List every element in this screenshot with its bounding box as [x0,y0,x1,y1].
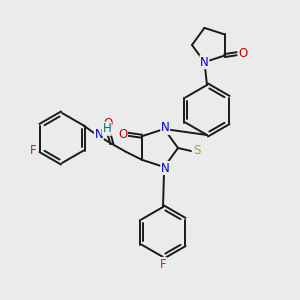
Text: F: F [160,257,166,271]
Text: N: N [161,122,170,134]
Text: S: S [193,145,201,158]
Text: O: O [118,128,128,141]
Text: H: H [102,122,111,135]
Text: F: F [30,144,37,157]
Text: N: N [161,161,170,175]
Text: O: O [238,47,247,60]
Text: O: O [103,117,112,130]
Text: N: N [94,128,103,141]
Text: N: N [200,56,209,69]
